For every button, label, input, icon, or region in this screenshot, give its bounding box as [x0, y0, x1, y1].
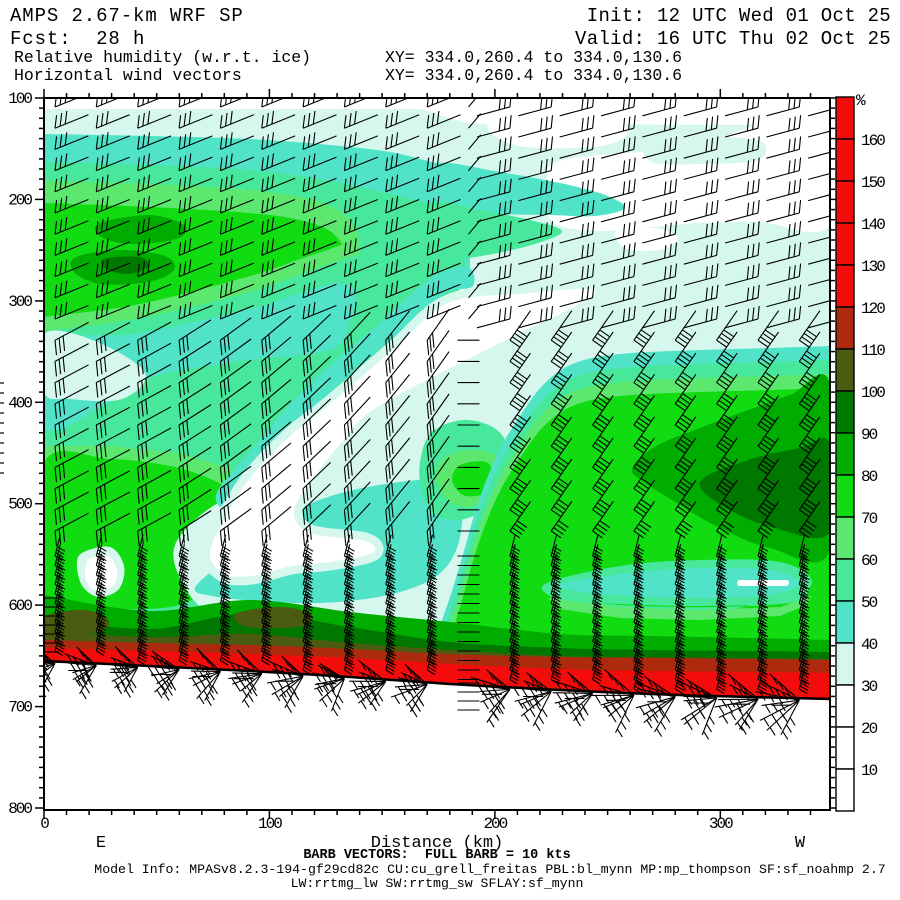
svg-text:W: W — [795, 834, 806, 853]
svg-text:400: 400 — [8, 394, 32, 412]
svg-text:300: 300 — [709, 815, 733, 833]
svg-text:160: 160 — [861, 132, 885, 150]
svg-text:90: 90 — [861, 426, 878, 444]
svg-text:100: 100 — [8, 90, 32, 108]
svg-text:%: % — [856, 92, 866, 110]
svg-text:120: 120 — [861, 300, 885, 318]
svg-text:600: 600 — [8, 597, 32, 615]
svg-text:800: 800 — [8, 800, 32, 818]
svg-text:XY= 334.0,260.4 to 334.0,130.6: XY= 334.0,260.4 to 334.0,130.6 — [385, 48, 682, 67]
svg-text:0: 0 — [40, 815, 49, 833]
svg-text:Model Info: MPASv8.2.3-194-gf2: Model Info: MPASv8.2.3-194-gf29cd82c CU:… — [94, 862, 885, 877]
svg-text:60: 60 — [861, 552, 878, 570]
svg-text:50: 50 — [861, 594, 878, 612]
svg-text:110: 110 — [861, 342, 885, 360]
svg-text:700: 700 — [8, 699, 32, 717]
svg-text:40: 40 — [861, 636, 878, 654]
svg-text:80: 80 — [861, 468, 878, 486]
svg-text:200: 200 — [483, 815, 507, 833]
svg-text:100: 100 — [258, 815, 282, 833]
svg-text:300: 300 — [8, 293, 32, 311]
svg-text:LW:rrtmg_lw SW:rrtmg_sw SFLAY:: LW:rrtmg_lw SW:rrtmg_sw SFLAY:sf_mynn — [291, 876, 584, 891]
svg-text:10: 10 — [861, 762, 878, 780]
svg-text:Init: 12 UTC Wed 01 Oct 25: Init: 12 UTC Wed 01 Oct 25 — [587, 5, 891, 27]
svg-text:30: 30 — [861, 678, 878, 696]
svg-text:Fcst: 28 h: Fcst: 28 h — [10, 28, 145, 50]
svg-text:140: 140 — [861, 216, 885, 234]
svg-text:130: 130 — [861, 258, 885, 276]
svg-text:Horizontal wind vectors: Horizontal wind vectors — [14, 66, 242, 85]
svg-text:Valid: 16 UTC Thu 02 Oct 25: Valid: 16 UTC Thu 02 Oct 25 — [575, 28, 891, 50]
svg-text:AMPS 2.67-km WRF SP: AMPS 2.67-km WRF SP — [10, 5, 244, 27]
svg-text:BARB VECTORS: FULL BARB = 10: BARB VECTORS: FULL BARB = 10 kts — [303, 848, 570, 863]
svg-text:70: 70 — [861, 510, 878, 528]
svg-text:500: 500 — [8, 496, 32, 514]
svg-text:XY= 334.0,260.4 to 334.0,130.6: XY= 334.0,260.4 to 334.0,130.6 — [385, 66, 682, 85]
svg-text:Distance (km): Distance (km) — [371, 834, 504, 853]
svg-text:200: 200 — [8, 191, 32, 209]
svg-text:E: E — [96, 834, 106, 853]
svg-text:Relative humidity (w.r.t. ice): Relative humidity (w.r.t. ice) — [14, 48, 311, 67]
svg-text:20: 20 — [861, 720, 878, 738]
svg-text:100: 100 — [861, 384, 885, 402]
svg-text:150: 150 — [861, 174, 885, 192]
